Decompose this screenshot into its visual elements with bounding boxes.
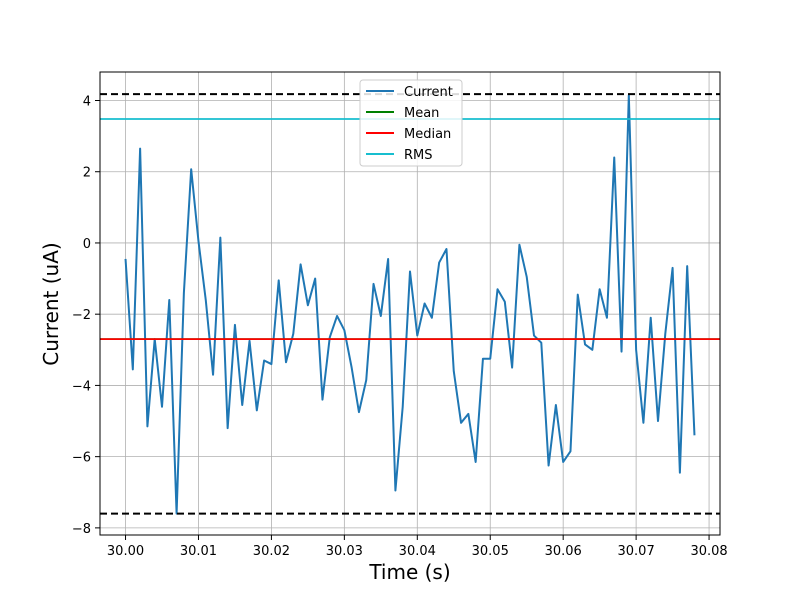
y-tick-label-5: 2 [83, 166, 91, 181]
legend-box [359, 79, 463, 167]
legend-label-mean: Mean [404, 106, 439, 121]
x-tick-label-0: 30.00 [107, 544, 144, 559]
x-tick-label-4: 30.04 [399, 544, 436, 559]
x-axis-label: Time (s) [368, 560, 450, 584]
x-tick-label-3: 30.03 [326, 544, 363, 559]
x-tick-label-5: 30.05 [472, 544, 509, 559]
y-axis-label: Current (uA) [39, 242, 63, 365]
y-tick-label-2: −4 [72, 379, 91, 394]
x-tick-label-8: 30.08 [690, 544, 727, 559]
legend-label-median: Median [404, 127, 451, 142]
legend-label-current: Current [404, 85, 453, 100]
x-tick-label-7: 30.07 [618, 544, 655, 559]
legend-label-rms: RMS [404, 148, 433, 163]
x-tick-label-2: 30.02 [253, 544, 290, 559]
y-tick-label-4: 0 [83, 237, 91, 252]
series-line-current [124, 94, 696, 515]
x-tick-label-6: 30.06 [545, 544, 582, 559]
y-tick-label-0: −8 [72, 522, 91, 537]
x-tick-label-1: 30.01 [180, 544, 217, 559]
y-tick-label-1: −6 [72, 451, 91, 466]
y-tick-label-6: 4 [83, 94, 91, 109]
plot-area: 30.00 30.01 30.02 30.03 30.04 30.05 30.06 30.07… [72, 71, 728, 559]
axes-frame [99, 71, 721, 536]
y-tick-label-3: −2 [72, 308, 91, 323]
